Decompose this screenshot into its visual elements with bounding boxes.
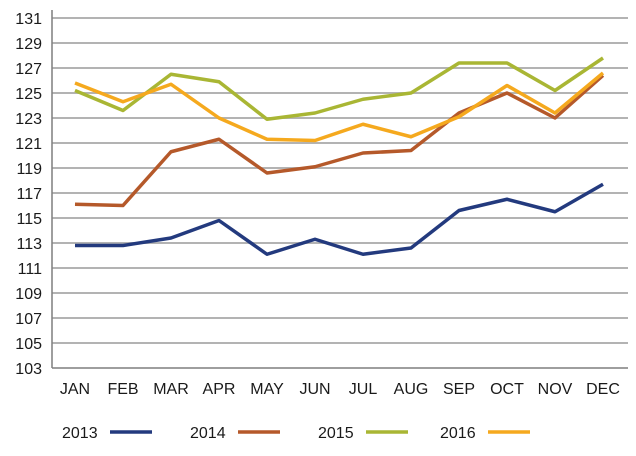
x-tick-label: OCT [490,381,524,398]
y-tick-label: 131 [15,11,42,28]
legend: 2013 2014 2015 2016 [62,425,530,442]
x-tick-label: APR [203,381,236,398]
y-tick-label: 117 [16,186,42,203]
y-tick-label: 125 [15,86,42,103]
x-tick-label: SEP [443,381,475,398]
y-tick-label: 105 [15,336,42,353]
legend-label-2013: 2013 [62,425,98,442]
series-lines [75,58,603,254]
y-tick-label: 111 [18,261,42,278]
y-tick-label: 109 [15,286,42,303]
y-tick-label: 121 [15,136,42,153]
x-tick-label: JAN [60,381,90,398]
x-tick-label: MAY [250,381,284,398]
legend-label-2016: 2016 [440,425,476,442]
legend-label-2014: 2014 [190,425,226,442]
x-axis: JAN FEB MAR APR MAY JUN JUL AUG SEP OCT NOV DEC [60,381,620,398]
x-tick-label: MAR [153,381,189,398]
y-tick-label: 129 [15,36,42,53]
x-tick-label: FEB [107,381,138,398]
x-tick-label: NOV [538,381,573,398]
y-tick-label: 113 [16,236,42,253]
y-tick-label: 107 [15,311,42,328]
y-tick-label: 123 [15,111,42,128]
x-tick-label: JUN [299,381,330,398]
x-tick-label: JUL [349,381,378,398]
legend-label-2015: 2015 [318,425,354,442]
y-tick-label: 115 [16,211,42,228]
y-axis: 103 105 107 109 111 113 115 117 119 121 123 125 127 1… [15,11,42,378]
y-tick-label: 127 [15,61,42,78]
y-tick-label: 119 [16,161,42,178]
y-tick-label: 103 [15,361,42,378]
x-tick-label: DEC [586,381,620,398]
x-tick-label: AUG [394,381,429,398]
